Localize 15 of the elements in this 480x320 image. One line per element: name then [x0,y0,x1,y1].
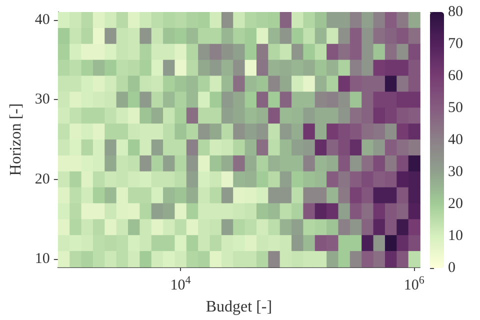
color-bar-label: 10 [448,228,463,244]
y-tick-label: 40 [34,12,50,28]
color-bar-label: 20 [448,196,463,212]
y-axis-title: Horizon [-] [8,103,24,176]
y-tick-label: 10 [34,251,50,268]
color-bar-label: 50 [448,100,463,116]
color-bar-label: 40 [448,132,463,148]
y-tick-label: 30 [34,92,50,108]
color-bar-label: 60 [448,68,463,84]
color-bar-label: 30 [448,164,463,180]
x-axis-title: Budget [-] [206,298,272,316]
color-bar-label: 0 [448,260,456,276]
y-tick-label: 20 [34,171,50,188]
color-bar-label: 80 [448,4,463,20]
color-bar-label: 70 [448,36,463,52]
